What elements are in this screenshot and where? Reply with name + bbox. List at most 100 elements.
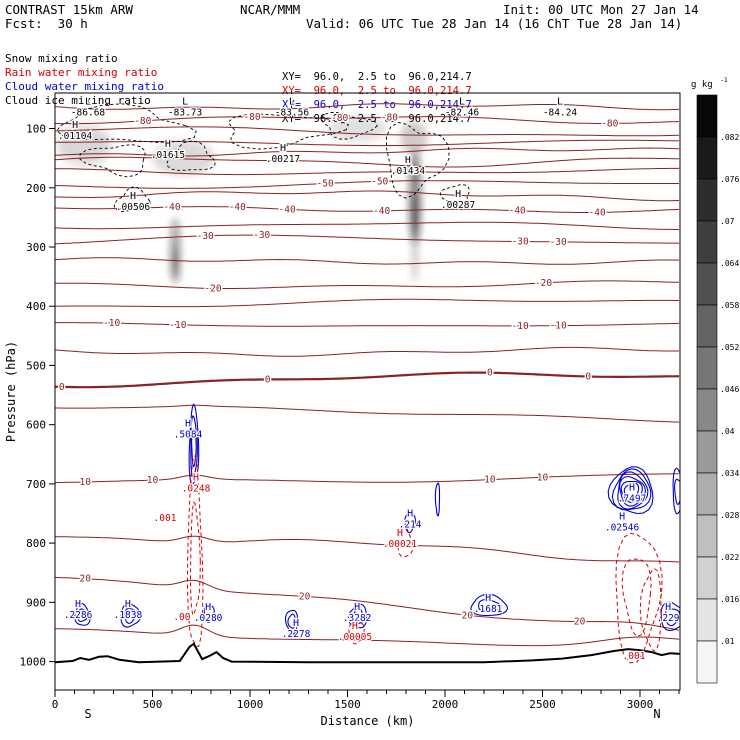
- contour-label: -20: [535, 278, 552, 289]
- y-tick-label: 900: [26, 596, 46, 609]
- contour-label: -40: [279, 204, 296, 215]
- extremum-value: .00287: [441, 200, 475, 211]
- contour-label: -20: [204, 283, 221, 294]
- snow-contour: [439, 184, 470, 211]
- contour-label: -40: [229, 202, 246, 213]
- colorbar-cell: [696, 598, 718, 642]
- colorbar-label: .034: [720, 469, 739, 478]
- x-tick-label: 2500: [529, 698, 556, 711]
- extremum-value: .001: [154, 513, 177, 524]
- cloud-water-contour: [620, 480, 643, 504]
- contour-label: -10: [103, 318, 120, 329]
- cloud-water-contour: [404, 513, 416, 534]
- extremum-value: .02546: [605, 522, 640, 533]
- cloud-ice-region: [412, 151, 418, 187]
- temperature-contour: [55, 234, 680, 245]
- colorbar-label: .082: [720, 133, 739, 142]
- temperature-contour: [55, 624, 680, 647]
- contour-label: 0: [487, 368, 493, 379]
- legend-row-rain: Rain water mixing ratio XY= 96.0, 2.5 to…: [0, 47, 740, 97]
- contour-label: -80: [601, 118, 618, 129]
- cloud-water-contour: [607, 466, 654, 515]
- cloud-water-contour: [203, 604, 215, 623]
- org-title: NCAR/MMM: [240, 2, 301, 17]
- cloud-water-contour: [470, 593, 509, 617]
- rain-water-contour: [189, 501, 201, 616]
- extremum-value: .1681: [474, 604, 503, 615]
- south-label: S: [84, 707, 91, 721]
- cloud-water-contour: [74, 603, 91, 626]
- colorbar-cell: [696, 640, 718, 684]
- colorbar-label: .016: [720, 595, 739, 604]
- contour-label: -40: [509, 206, 526, 217]
- extremum-value: -86.68: [71, 107, 106, 118]
- contour-label: 20: [299, 591, 311, 602]
- colorbar-label: .058: [720, 301, 739, 310]
- contour-label: -50: [317, 179, 334, 190]
- y-tick-label: 500: [26, 359, 46, 372]
- extremum-value: -82.46: [445, 107, 480, 118]
- extremum-symbol: H: [455, 189, 461, 200]
- extremum-symbol: L: [85, 96, 91, 107]
- colorbar-cell: [696, 388, 718, 432]
- extremum-value: -83.56: [275, 107, 310, 118]
- extremum-value: .00217: [266, 154, 300, 165]
- contour-label: -30: [197, 231, 214, 242]
- extremum-symbol: H: [125, 599, 131, 610]
- legend-label-cloud-water: Cloud water mixing ratio: [5, 80, 164, 93]
- legend-row-snow: Snow mixing ratio XY= 96.0, 2.5 to 96.0,…: [0, 33, 740, 83]
- colorbar-cell: [696, 262, 718, 306]
- extremum-symbol: H: [280, 143, 286, 154]
- extremum-value: .01434: [391, 166, 426, 177]
- temperature-contour: [55, 116, 680, 125]
- extremum-value: .0248: [182, 483, 211, 494]
- extremum-symbol: L: [557, 96, 563, 107]
- extremum-symbol: H: [352, 621, 358, 632]
- temperature-contour: [55, 147, 680, 157]
- contour-label: 20: [462, 610, 474, 621]
- contour-label: 10: [79, 477, 91, 488]
- extremum-value: .01615: [151, 150, 185, 161]
- contour-label: 10: [484, 475, 496, 486]
- contour-label: 10: [147, 475, 159, 486]
- extremum-symbol: H: [205, 602, 211, 613]
- colorbar-cell: [696, 430, 718, 474]
- colorbar-label: .076: [720, 175, 739, 184]
- contour-label: 0: [585, 372, 591, 383]
- cloud-water-contour: [284, 609, 299, 635]
- legend-label-snow: Snow mixing ratio: [5, 52, 118, 65]
- contour-label: 20: [574, 617, 586, 628]
- cloud-water-contour: [660, 601, 680, 632]
- model-title: CONTRAST 15km ARW: [5, 2, 133, 17]
- colorbar-label: .052: [720, 343, 739, 352]
- temperature-contour: [55, 371, 680, 389]
- colorbar-cell: [696, 346, 718, 390]
- cloud-water-contour: [190, 414, 198, 479]
- x-axis-title: Distance (km): [321, 714, 415, 728]
- y-tick-label: 800: [26, 537, 46, 550]
- y-tick-label: 700: [26, 478, 46, 491]
- cloud-water-contour: [611, 468, 652, 511]
- contour-label: -80: [134, 116, 151, 127]
- cloud-water-contour: [623, 482, 640, 500]
- x-tick-label: 3000: [627, 698, 654, 711]
- rain-water-contour: [397, 526, 414, 558]
- contour-label: 0: [59, 382, 65, 393]
- extremum-symbol: H: [72, 120, 78, 131]
- temperature-contour: [55, 298, 679, 308]
- plot-frame: [54, 92, 681, 691]
- extremum-symbol: H: [619, 511, 625, 522]
- cloud-water-contour: [188, 403, 200, 486]
- extremum-value: .2278: [282, 629, 311, 640]
- temperature-contour: [55, 190, 680, 202]
- extremum-value: .3282: [343, 613, 372, 624]
- extremum-value: -84.24: [543, 107, 578, 118]
- y-tick-label: 1000: [20, 656, 47, 669]
- extremum-symbol: H: [485, 593, 491, 604]
- colorbar-cell: [696, 136, 718, 180]
- extremum-value: .00: [173, 612, 190, 623]
- snow-contour: [166, 140, 216, 171]
- extremum-symbol: H: [407, 509, 413, 520]
- snow-contour: [386, 122, 450, 199]
